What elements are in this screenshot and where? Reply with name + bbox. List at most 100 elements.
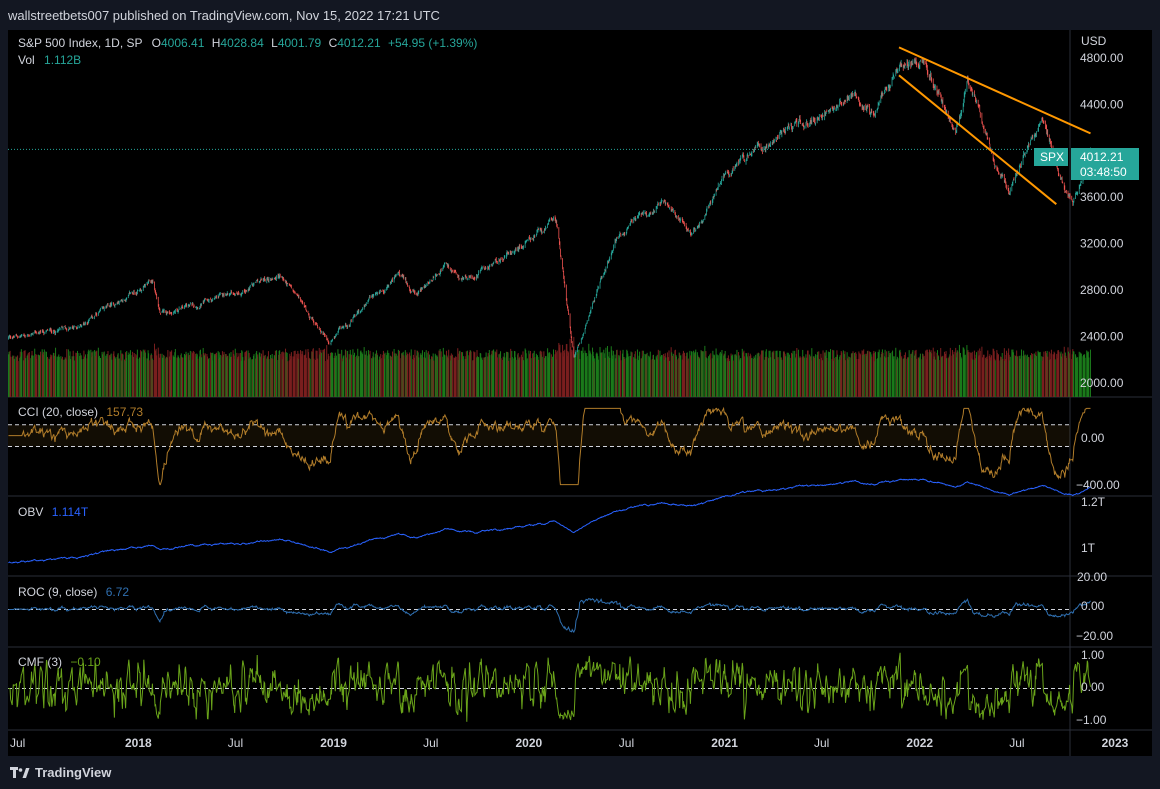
volume-bar [959, 353, 961, 397]
volume-bar [895, 347, 897, 397]
volume-bar [581, 350, 583, 397]
volume-bar [173, 356, 175, 397]
volume-bar [413, 357, 415, 397]
volume-bar [513, 358, 515, 397]
volume-bar [882, 352, 884, 397]
volume-bar [534, 357, 536, 397]
volume-bar [229, 356, 231, 397]
price-axis[interactable]: 4800.004400.003600.003200.002800.002400.… [1080, 51, 1124, 390]
volume-bar [128, 352, 130, 397]
volume-bar [188, 356, 190, 397]
volume-bar [857, 358, 859, 397]
volume-bar [493, 349, 495, 397]
volume-bar [997, 355, 999, 397]
chart-svg[interactable]: USD 4800.004400.003600.003200.002800.002… [8, 30, 1152, 756]
volume-bar [832, 360, 834, 397]
volume-bar [543, 358, 545, 397]
volume-bar [309, 358, 311, 397]
volume-bar [851, 353, 853, 397]
volume-bar [417, 350, 419, 397]
volume-bar [327, 359, 329, 397]
volume-bar [682, 353, 684, 397]
volume-bar [772, 352, 774, 397]
volume-bar [255, 352, 257, 397]
volume-bar [226, 356, 228, 397]
volume-bar [623, 356, 625, 397]
volume-bar [234, 348, 236, 397]
volume-bar [132, 357, 134, 397]
volume-bar [1057, 350, 1059, 397]
volume-bar [563, 352, 565, 397]
volume-bar [319, 354, 321, 397]
volume-bar [1034, 354, 1036, 397]
volume-bar [507, 352, 509, 397]
volume-bar [159, 357, 161, 397]
volume-bar [268, 359, 270, 397]
volume-bar [941, 356, 943, 397]
volume-bar [30, 358, 32, 397]
volume-bar [899, 350, 901, 397]
svg-text:CCI (20, close) 157.73: CCI (20, close) 157.73 [18, 405, 143, 419]
volume-bar [978, 355, 980, 397]
volume-bar [170, 351, 172, 397]
volume-bar [659, 361, 661, 397]
volume-bar [155, 348, 157, 397]
tradingview-logo[interactable]: TradingView [10, 765, 111, 780]
volume-bar [753, 356, 755, 397]
volume-bar [642, 350, 644, 397]
volume-bar [524, 348, 526, 397]
volume-bar [870, 354, 872, 397]
volume-bar [536, 356, 538, 397]
time-axis[interactable]: Jul 2018 Jul 2019 Jul 2020 Jul 2021 Jul 2022 Jul 20… [10, 736, 1129, 750]
volume-bar [152, 360, 154, 397]
volume-bar [260, 353, 262, 397]
volume-bar [151, 355, 153, 397]
volume-bar [110, 353, 112, 397]
volume-bar [847, 358, 849, 397]
volume-bar [652, 355, 654, 397]
volume-bar [855, 353, 857, 397]
volume-bar [387, 359, 389, 397]
volume-bar [259, 358, 261, 397]
volume-bar [296, 353, 298, 397]
volume-bar [533, 352, 535, 397]
volume-bar [962, 347, 964, 397]
volume-bar [699, 358, 700, 397]
volume-bar [933, 356, 935, 397]
volume-bar [564, 349, 566, 397]
volume-bar [603, 353, 605, 397]
volume-bar [847, 359, 849, 397]
chart-area[interactable]: USD 4800.00 4400.00 3600.00 3200.00 2800.00 2… [8, 30, 1152, 756]
volume-bar [13, 355, 15, 397]
volume-bar [450, 353, 452, 397]
volume-bar [406, 352, 408, 397]
volume-bar [324, 360, 326, 397]
volume-bar [73, 360, 75, 397]
volume-bar [892, 350, 894, 397]
volume-bar [438, 350, 440, 397]
volume-bar [193, 352, 195, 397]
volume-bar [1007, 352, 1009, 397]
volume-bar [1080, 353, 1082, 397]
trendlines[interactable] [898, 46, 1091, 205]
volume-bar [694, 354, 696, 397]
volume-bar [661, 355, 663, 397]
cci-axis-0: 0.00 [1081, 431, 1105, 445]
volume-bar [485, 352, 487, 397]
volume-bar [61, 358, 63, 397]
volume-bar [256, 356, 258, 397]
volume-bar [236, 352, 238, 397]
volume-bar [1035, 351, 1037, 397]
volume-bar [258, 352, 260, 397]
volume-bar [811, 348, 813, 397]
volume-bar [651, 358, 653, 397]
volume-bar [8, 351, 10, 397]
volume-bar [342, 361, 344, 397]
volume-bar [964, 355, 966, 397]
cci-axis-neg400: −400.00 [1076, 478, 1120, 492]
volume-bar [1001, 357, 1003, 397]
volume-bar [828, 352, 830, 397]
volume-bar [278, 354, 280, 397]
volume-bar [184, 355, 186, 397]
volume-bar [331, 352, 333, 397]
